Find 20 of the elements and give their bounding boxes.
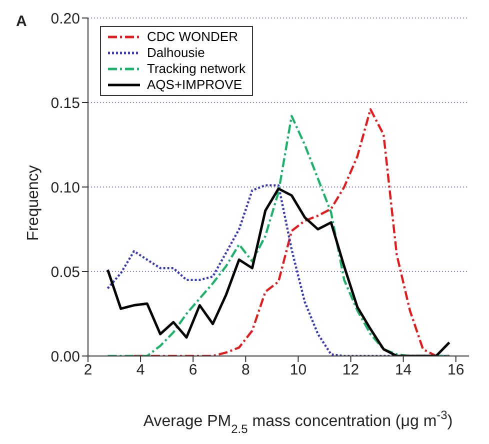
x-tick-label: 2 xyxy=(84,362,92,379)
y-tick-label: 0.05 xyxy=(50,264,80,281)
x-tick-label: 8 xyxy=(241,362,250,379)
legend-label: Tracking network xyxy=(147,61,246,77)
x-tick-label: 10 xyxy=(290,362,307,379)
legend-label: CDC WONDER xyxy=(147,29,238,45)
x-tick-label: 4 xyxy=(136,362,145,379)
y-tick-label: 0.20 xyxy=(50,10,80,28)
x-tick-label: 14 xyxy=(394,362,412,379)
y-axis-title: Frequency xyxy=(25,165,42,241)
y-tick-label: 0.15 xyxy=(50,94,80,112)
legend-label: AQS+IMPROVE xyxy=(147,77,242,93)
text: A xyxy=(16,13,27,30)
x-tick-label: 16 xyxy=(448,362,464,379)
x-tick-label: 6 xyxy=(188,362,198,379)
legend-label: Dalhousie xyxy=(147,45,205,61)
y-tick-label: 0.10 xyxy=(50,179,80,196)
y-tick-label: 0.00 xyxy=(50,348,80,366)
x-axis-title: Average PM$_{2.5}$ mass concentration (μg m$^{-3}$) xyxy=(143,408,453,436)
x-tick-label: 12 xyxy=(342,362,360,379)
